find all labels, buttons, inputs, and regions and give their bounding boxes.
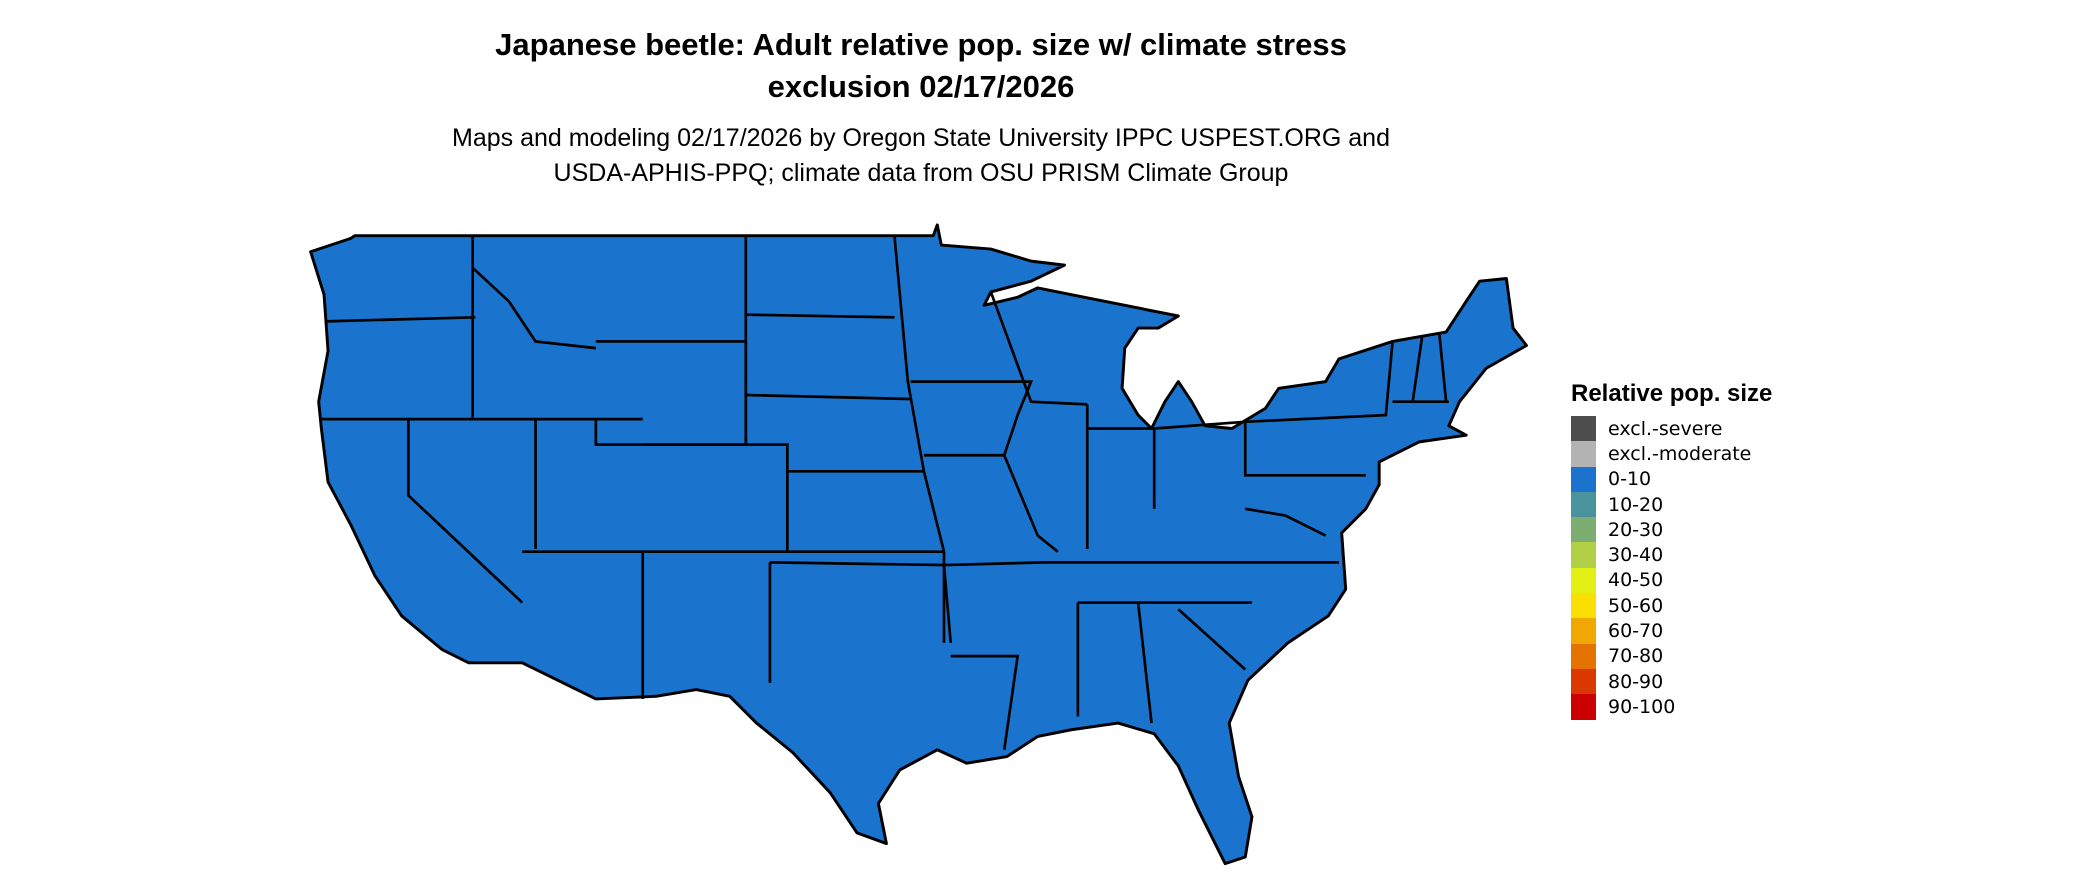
legend-label: 20-30 xyxy=(1608,518,1664,541)
legend-swatch xyxy=(1571,466,1596,492)
us-outline xyxy=(309,223,1528,866)
legend-item: 90-100 xyxy=(1571,694,1772,720)
map-title-line1: Japanese beetle: Adult relative pop. siz… xyxy=(495,27,1347,62)
legend-label: 90-100 xyxy=(1608,695,1676,718)
legend-swatch xyxy=(1571,593,1596,619)
legend-label: excl.-severe xyxy=(1608,417,1723,440)
legend-swatch xyxy=(1571,416,1596,442)
legend-item: 60-70 xyxy=(1571,618,1772,644)
legend-item: 50-60 xyxy=(1571,593,1772,619)
legend-label: 0-10 xyxy=(1608,468,1652,491)
legend-label: 30-40 xyxy=(1608,544,1664,567)
legend-item: excl.-moderate xyxy=(1571,441,1772,467)
legend-item: 70-80 xyxy=(1571,643,1772,669)
legend-label: 70-80 xyxy=(1608,645,1664,668)
legend-item: 80-90 xyxy=(1571,668,1772,695)
legend-item: 30-40 xyxy=(1571,542,1772,568)
legend-swatch xyxy=(1571,441,1596,467)
legend-item: excl.-severe xyxy=(1571,416,1772,442)
legend-label: 40-50 xyxy=(1608,569,1664,592)
legend-item: 10-20 xyxy=(1571,491,1772,518)
legend-swatch xyxy=(1571,491,1596,518)
map-subtitle-line1: Maps and modeling 02/17/2026 by Oregon S… xyxy=(452,124,1390,152)
legend-label: 60-70 xyxy=(1608,620,1664,643)
legend-label: 80-90 xyxy=(1608,670,1664,693)
state-borders xyxy=(321,235,1449,751)
legend-item: 40-50 xyxy=(1571,567,1772,594)
legend-swatch xyxy=(1571,517,1596,543)
legend-title: Relative pop. size xyxy=(1571,380,1773,407)
legend-swatch xyxy=(1571,668,1596,695)
legend-label: excl.-moderate xyxy=(1608,442,1752,465)
legend: Relative pop. size excl.-severe excl.-mod… xyxy=(1571,380,1772,720)
legend-swatch xyxy=(1571,643,1596,669)
legend-item: 20-30 xyxy=(1571,517,1772,543)
legend-label: 50-60 xyxy=(1608,594,1664,617)
legend-label: 10-20 xyxy=(1608,493,1664,516)
legend-swatch xyxy=(1571,567,1596,594)
legend-item: 0-10 xyxy=(1571,466,1772,492)
map-subtitle-line2: USDA-APHIS-PPQ; climate data from OSU PR… xyxy=(553,159,1289,187)
map-title-line2: exclusion 02/17/2026 xyxy=(767,69,1075,104)
legend-swatch xyxy=(1571,542,1596,568)
legend-swatch xyxy=(1571,618,1596,644)
legend-swatch xyxy=(1571,694,1596,720)
